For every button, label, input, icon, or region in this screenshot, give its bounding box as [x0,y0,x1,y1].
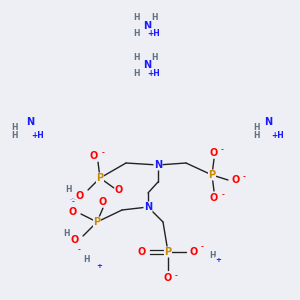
Text: N: N [264,117,272,127]
Text: O: O [76,191,84,201]
Text: +H: +H [272,131,284,140]
Text: O: O [210,148,218,158]
Text: +: + [215,257,221,263]
Text: O: O [99,197,107,207]
Text: O: O [90,151,98,161]
Text: -: - [243,174,245,180]
Text: +H: +H [148,68,160,77]
Text: H: H [209,250,215,260]
Text: H: H [253,131,259,140]
Text: -: - [222,192,224,198]
Text: O: O [138,247,146,257]
Text: O: O [210,193,218,203]
Text: -: - [201,244,203,250]
Text: H: H [152,14,158,22]
Text: P: P [93,217,100,227]
Text: -: - [220,147,224,153]
Text: O: O [69,207,77,217]
Text: N: N [144,202,152,212]
Text: O: O [71,235,79,245]
Text: H: H [134,52,140,62]
Text: +: + [69,197,75,203]
Text: H: H [253,124,259,133]
Text: -: - [72,199,74,205]
Text: -: - [78,247,80,253]
Text: P: P [208,170,216,180]
Text: -: - [102,150,104,156]
Text: +H: +H [148,28,160,38]
Text: -: - [175,273,177,279]
Text: H: H [84,256,90,265]
Text: H: H [12,124,18,133]
Text: +H: +H [32,131,44,140]
Text: H: H [134,28,140,38]
Text: N: N [26,117,34,127]
Text: O: O [115,185,123,195]
Text: N: N [143,60,151,70]
Text: P: P [164,247,172,257]
Text: H: H [65,185,71,194]
Text: O: O [232,175,240,185]
Text: H: H [64,230,70,238]
Text: N: N [154,160,162,170]
Text: P: P [96,173,103,183]
Text: H: H [134,14,140,22]
Text: H: H [152,52,158,62]
Text: N: N [143,21,151,31]
Text: H: H [12,131,18,140]
Text: O: O [164,273,172,283]
Text: O: O [190,247,198,257]
Text: H: H [134,68,140,77]
Text: +: + [96,263,102,269]
